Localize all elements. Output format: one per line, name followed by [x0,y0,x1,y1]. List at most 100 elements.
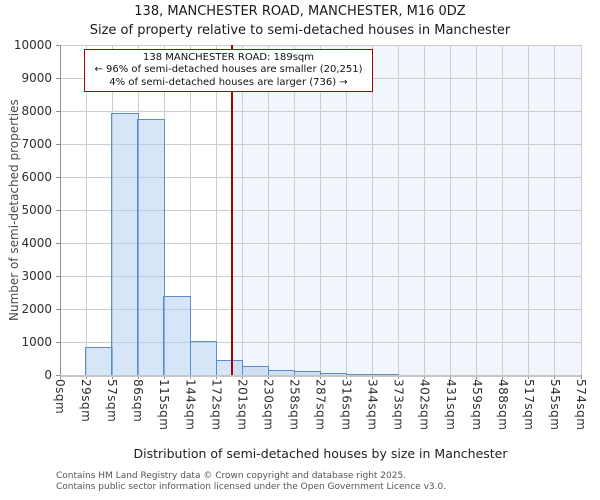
x-tick-label: 287sqm [313,379,328,431]
gridline-vertical [372,45,374,375]
gridline-vertical [450,45,452,375]
histogram-bar [137,118,165,375]
x-tick-mark [476,375,478,379]
x-tick-mark [293,375,295,379]
x-tick-label: 344sqm [365,379,380,431]
gridline-vertical [476,45,478,375]
y-tick-label: 1000 [21,334,52,349]
y-tick-label: 3000 [21,268,52,283]
x-tick-mark [137,375,139,379]
y-tick-label: 10000 [13,37,52,52]
histogram-bar [371,373,400,375]
y-tick-mark [56,341,60,343]
y-tick-label: 6000 [21,169,52,184]
x-tick-label: 115sqm [157,379,172,431]
x-tick-label: 431sqm [443,379,458,431]
x-tick-label: 0sqm [53,379,67,415]
x-tick-mark [111,375,113,379]
y-tick-mark [56,242,60,244]
x-tick-label: 574sqm [574,379,588,431]
y-tick-label: 9000 [21,70,52,85]
histogram-bar [111,112,139,375]
y-tick-mark [56,275,60,277]
gridline-vertical [398,45,400,375]
x-tick-label: 57sqm [105,379,120,423]
plot-area: 138 MANCHESTER ROAD: 189sqm ← 96% of sem… [60,45,582,377]
gridline-vertical [267,45,269,375]
gridline-vertical [85,45,87,375]
x-tick-label: 545sqm [547,379,562,431]
histogram-bar [189,341,218,375]
y-axis-spine [60,45,61,375]
x-tick-label: 230sqm [261,379,276,431]
x-axis-spine [60,375,581,377]
x-tick-mark [85,375,87,379]
x-tick-mark [502,375,504,379]
gridline-vertical [424,45,426,375]
x-tick-mark [450,375,452,379]
gridline-vertical [554,45,556,375]
x-axis-title: Distribution of semi-detached houses by … [133,446,508,461]
gridline-vertical [241,45,243,375]
x-tick-mark [528,375,530,379]
x-tick-mark [215,375,217,379]
y-tick-label: 7000 [21,136,52,151]
y-tick-mark [56,308,60,310]
x-tick-mark [189,375,191,379]
x-tick-label: 258sqm [287,379,302,431]
x-tick-mark [241,375,243,379]
chart-subtitle: Size of property relative to semi-detach… [89,23,511,38]
y-tick-mark [56,176,60,178]
gridline-vertical [528,45,530,375]
x-tick-label: 86sqm [131,379,146,423]
histogram-bar [241,365,270,375]
y-tick-label: 0 [44,367,52,382]
footer-line-2: Contains public sector information licen… [56,481,447,492]
histogram-bar [85,346,113,375]
x-tick-mark [163,375,165,379]
annotation-line-3: 4% of semi-detached houses are larger (7… [109,76,348,88]
gridline-vertical [502,45,504,375]
x-tick-mark [320,375,321,379]
x-tick-label: 517sqm [521,379,536,431]
x-tick-mark [424,375,426,379]
annotation-box: 138 MANCHESTER ROAD: 189sqm ← 96% of sem… [84,49,373,92]
x-tick-label: 373sqm [391,379,406,431]
annotation-line-1: 138 MANCHESTER ROAD: 189sqm [142,52,315,63]
x-tick-label: 144sqm [183,379,198,431]
gridline-vertical [293,45,295,375]
x-tick-mark [580,375,582,379]
x-tick-label: 172sqm [209,379,224,431]
x-tick-label: 316sqm [339,379,354,431]
gridline-vertical [346,45,348,375]
x-tick-mark [267,375,269,379]
x-tick-mark [372,375,374,379]
footer-line-1: Contains HM Land Registry data © Crown c… [56,471,407,481]
x-tick-label: 201sqm [235,379,250,431]
histogram-bar [215,359,244,375]
y-tick-mark [56,374,60,376]
y-tick-label: 4000 [21,235,52,250]
gridline-vertical [215,45,217,375]
property-size-marker-line [230,45,233,375]
x-tick-mark [554,375,556,379]
histogram-bar [163,296,191,375]
x-tick-mark [59,375,61,379]
footer: Contains HM Land Registry data © Crown c… [56,471,446,492]
x-tick-label: 402sqm [417,379,432,431]
gridline-vertical [580,45,582,375]
gridline-vertical [320,45,321,375]
y-tick-label: 8000 [21,103,52,118]
x-tick-label: 488sqm [495,379,510,431]
gridline-vertical [189,45,191,375]
chart-title: 138, MANCHESTER ROAD, MANCHESTER, M16 0D… [134,4,466,19]
x-tick-label: 29sqm [79,379,94,423]
x-tick-mark [346,375,348,379]
y-tick-mark [56,44,60,46]
y-tick-mark [56,77,60,79]
annotation-line-2: ← 96% of semi-detached houses are smalle… [94,64,363,76]
y-tick-label: 2000 [21,301,52,316]
x-tick-label: 459sqm [469,379,484,431]
y-tick-label: 5000 [21,202,52,217]
